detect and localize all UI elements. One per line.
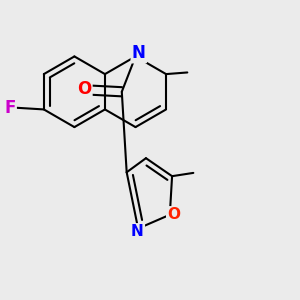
- Text: N: N: [131, 224, 144, 239]
- Text: O: O: [77, 80, 91, 98]
- Text: F: F: [4, 99, 16, 117]
- Text: O: O: [167, 207, 180, 222]
- Text: N: N: [132, 44, 146, 62]
